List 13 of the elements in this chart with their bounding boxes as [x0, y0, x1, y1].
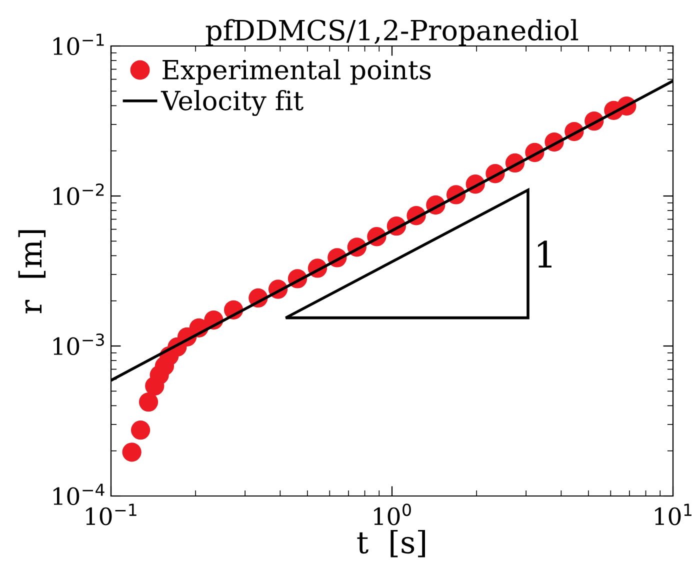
y-tick-label: 10$^{−4}$ — [54, 484, 104, 506]
x-tick-label: 10$^{0}$ — [374, 504, 411, 526]
annotation: 1 — [538, 240, 552, 268]
x-tick-label: 10$^{−1}$ — [86, 504, 136, 526]
x-axis-title: t [s] — [357, 530, 425, 558]
y-tick-label: 10$^{−1}$ — [54, 34, 104, 56]
x-tick-label: 10$^{1}$ — [655, 504, 692, 526]
y-tick-label: 10$^{−2}$ — [54, 183, 104, 206]
y-axis-title: r [m] — [18, 230, 46, 314]
legend-label: Velocity fit — [160, 90, 304, 116]
chart-title: pfDDMCS/1,2-Propanediol — [206, 19, 578, 46]
y-tick-label: 10$^{−3}$ — [54, 333, 104, 356]
legend-label: Experimental points — [162, 59, 431, 85]
